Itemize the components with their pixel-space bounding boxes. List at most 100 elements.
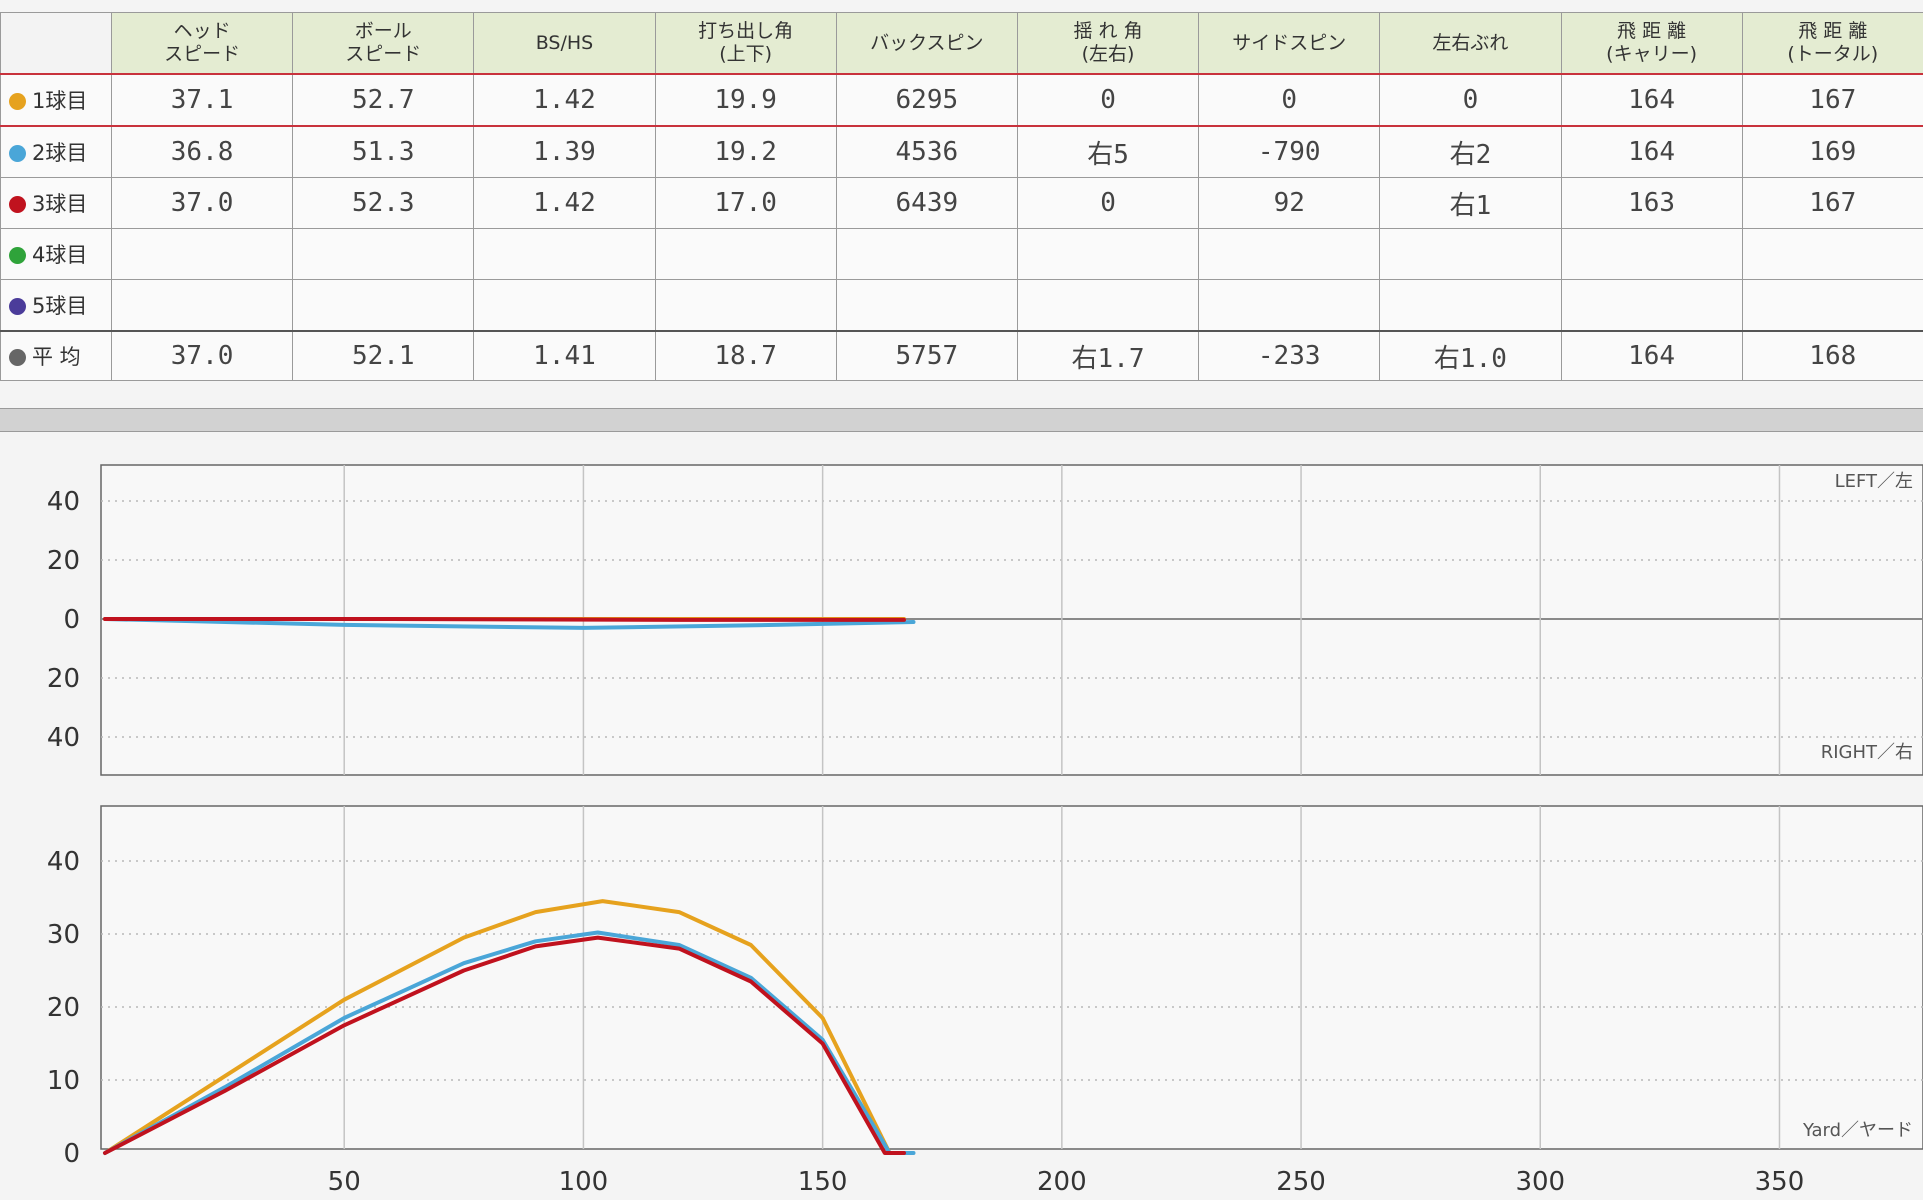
- column-header-text: スピード: [164, 43, 241, 65]
- table-cell: 5757: [835, 330, 1018, 381]
- row-label-text: 4球目: [32, 243, 88, 267]
- table-corner-cell: [0, 12, 112, 75]
- table-cell: 168: [1741, 330, 1923, 381]
- x-tick-label: 200: [1037, 1167, 1087, 1197]
- left-direction-label: LEFT／左: [1835, 471, 1913, 492]
- table-cell: 右2: [1379, 125, 1562, 178]
- table-cell: 0: [1016, 177, 1200, 229]
- table-cell: 0: [1016, 73, 1200, 127]
- y-tick-label: 10: [47, 1066, 80, 1096]
- table-cell: 4536: [835, 125, 1018, 178]
- column-header-text: ボール: [354, 20, 412, 42]
- column-header-text: BS/HS: [535, 31, 594, 54]
- table-cell: 36.8: [110, 125, 294, 178]
- table-cell: 164: [1560, 125, 1743, 178]
- table-cell: 1.41: [473, 330, 656, 381]
- table-cell: [1741, 228, 1923, 280]
- column-header: 打ち出し角 (上下): [654, 12, 837, 75]
- row-label-text: 1球目: [32, 89, 88, 113]
- y-tick-label: 0: [63, 605, 80, 635]
- table-cell: [654, 228, 837, 280]
- right-direction-label: RIGHT／右: [1821, 742, 1913, 763]
- table-header-row: ヘッド スピード ボール スピード BS/HS 打ち出し角 (上下) バックスピン揺 れ 角(…: [0, 12, 1923, 75]
- shot-color-dot-icon: [9, 145, 26, 162]
- shot-trajectory-line: [103, 617, 906, 622]
- y-tick-label: 40: [47, 723, 80, 753]
- table-cell: [292, 279, 475, 332]
- column-header-text: (上下): [719, 43, 773, 65]
- column-header: バックスピン: [835, 12, 1018, 75]
- table-row[interactable]: 4球目: [0, 228, 1923, 280]
- row-label-text: 3球目: [32, 192, 88, 216]
- y-tick-label: 0: [63, 1139, 80, 1169]
- table-cell: 164: [1560, 73, 1743, 127]
- column-header-text: 左右ぶれ: [1432, 31, 1509, 54]
- table-cell: [1016, 279, 1200, 332]
- column-header-text: (トータル): [1787, 43, 1879, 65]
- table-cell: [1560, 228, 1743, 280]
- side-view-plot-area: [100, 805, 1923, 1150]
- table-cell: 17.0: [654, 177, 837, 229]
- table-cell: 37.1: [110, 73, 294, 127]
- x-tick-label: 250: [1276, 1167, 1326, 1197]
- table-cell: 6439: [835, 177, 1018, 229]
- column-header-text: スピード: [345, 43, 422, 65]
- shot-color-dot-icon: [9, 298, 26, 315]
- section-divider: [0, 408, 1923, 432]
- table-row[interactable]: 1球目 37.1 52.7 1.42 19.9 6295 0 0 0 164 167: [0, 73, 1923, 127]
- column-header: ボール スピード: [292, 12, 475, 75]
- table-row[interactable]: 3球目 37.0 52.3 1.42 17.0 6439 0 92 右1 163 167: [0, 177, 1923, 229]
- table-cell: 167: [1741, 177, 1923, 229]
- column-header-text: サイドスピン: [1232, 31, 1347, 54]
- table-cell: 0: [1379, 73, 1562, 127]
- top-view-chart: 40 20 0 20 40 LEFT／左 RIGHT／右: [47, 464, 1923, 776]
- y-tick-label: 20: [47, 546, 80, 576]
- x-tick-label: 150: [798, 1167, 848, 1197]
- shot-trajectory-line: [103, 617, 916, 630]
- table-cell: [1198, 228, 1381, 280]
- shot-color-dot-icon: [9, 196, 26, 213]
- column-header: 飛 距 離 (キャリー): [1560, 12, 1743, 75]
- x-tick-label: 300: [1515, 1167, 1565, 1197]
- table-cell: 0: [1198, 73, 1381, 127]
- table-cell: [110, 228, 294, 280]
- table-cell: 19.9: [654, 73, 837, 127]
- table-cell: 右1.0: [1379, 330, 1562, 381]
- side-view-chart: 0 10 20 30 40 50 100 150 200 250 300 350 Yard／ヤード: [47, 805, 1923, 1197]
- x-tick-label: 100: [559, 1167, 609, 1197]
- table-cell: 右5: [1016, 125, 1200, 178]
- column-header-text: (左右): [1081, 43, 1135, 65]
- table-cell: 163: [1560, 177, 1743, 229]
- table-cell: 52.3: [292, 177, 475, 229]
- shot-trajectory-line: [103, 930, 916, 1155]
- table-cell: 37.0: [110, 330, 294, 381]
- y-tick-label: 40: [47, 487, 80, 517]
- table-cell: [1198, 279, 1381, 332]
- table-cell: 1.42: [473, 177, 656, 229]
- column-header-text: 揺 れ 角: [1073, 20, 1143, 42]
- row-label: 2球目: [0, 125, 112, 178]
- table-cell: [1560, 279, 1743, 332]
- table-cell: 18.7: [654, 330, 837, 381]
- table-body: 1球目 37.1 52.7 1.42 19.9 6295 0 0 0 164 167 2球目 36.8 5…: [0, 73, 1923, 381]
- shot-trajectory-line: [103, 935, 906, 1155]
- table-row[interactable]: 平 均 37.0 52.1 1.41 18.7 5757 右1.7 -233 右1.0 164 16…: [0, 330, 1923, 381]
- table-cell: 92: [1198, 177, 1381, 229]
- x-tick-label: 350: [1755, 1167, 1805, 1197]
- row-label: 1球目: [0, 73, 112, 127]
- y-tick-label: 30: [47, 920, 80, 950]
- table-cell: [292, 228, 475, 280]
- table-cell: 右1.7: [1016, 330, 1200, 381]
- table-cell: 167: [1741, 73, 1923, 127]
- shot-trajectory-line: [103, 899, 906, 1155]
- table-cell: [473, 228, 656, 280]
- row-label-text: 2球目: [32, 141, 88, 165]
- table-cell: -233: [1198, 330, 1381, 381]
- row-label-text: 平 均: [32, 345, 81, 369]
- column-header: 揺 れ 角 (左右): [1016, 12, 1200, 75]
- y-tick-label: 40: [47, 847, 80, 877]
- shot-color-dot-icon: [9, 247, 26, 264]
- table-cell: 1.42: [473, 73, 656, 127]
- table-cell: 52.1: [292, 330, 475, 381]
